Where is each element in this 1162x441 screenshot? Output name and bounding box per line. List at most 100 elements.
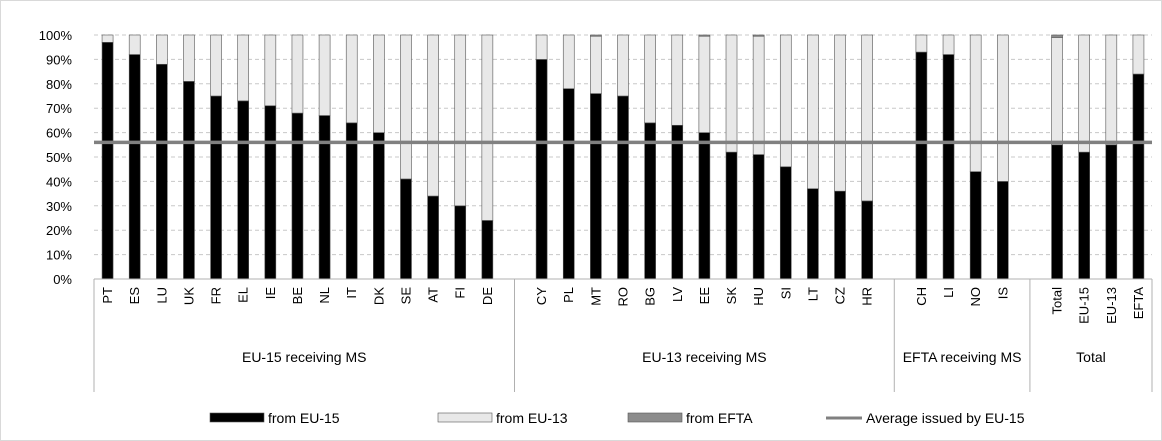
bar-segment <box>373 132 385 280</box>
bar-segment <box>183 34 195 82</box>
bar-segment <box>1051 34 1063 38</box>
bar-segment <box>156 34 168 65</box>
bar-segment <box>400 178 412 280</box>
bar-segment <box>128 54 141 280</box>
bar-segment <box>996 181 1009 280</box>
x-tick-label: EU-13 <box>1104 287 1119 324</box>
legend-swatch <box>627 412 683 423</box>
bar-segment <box>969 34 982 172</box>
legend-label: Average issued by EU-15 <box>866 410 1025 426</box>
bar-segment <box>400 34 412 180</box>
x-tick-label: NO <box>968 287 983 307</box>
bar-segment <box>1078 34 1090 153</box>
y-tick-label: 20% <box>46 223 72 238</box>
y-tick-label: 80% <box>46 77 72 92</box>
legend: from EU-15 from EU-13 from EFTA Average iss… <box>209 410 1025 426</box>
bar-segment <box>264 34 277 107</box>
x-tick-label: BE <box>290 287 305 305</box>
x-tick-label: PL <box>561 287 576 303</box>
bar-segment <box>698 35 711 133</box>
x-tick-label: FI <box>453 287 468 299</box>
y-tick-label: 0% <box>53 272 72 287</box>
x-tick-label: CH <box>914 287 929 306</box>
bar-segment <box>183 81 195 280</box>
bar-segment <box>318 115 331 280</box>
bar-segment <box>996 34 1009 182</box>
x-tick-label: CY <box>534 287 549 305</box>
bars <box>101 34 1145 280</box>
bar-segment <box>752 34 765 37</box>
bar-segment <box>1132 73 1145 280</box>
x-tick-label: EU-15 <box>1077 287 1092 324</box>
bar-segment <box>454 205 467 280</box>
bar-segment <box>1051 37 1063 146</box>
x-tick-label: DE <box>480 287 495 305</box>
bar-segment <box>644 34 656 124</box>
group-label: EFTA receiving MS <box>903 349 1022 365</box>
bar-segment <box>807 34 819 190</box>
bar-segment <box>1078 151 1090 280</box>
bar-segment <box>481 34 494 221</box>
bar-segment <box>345 122 358 280</box>
group-label: EU-15 receiving MS <box>242 349 367 365</box>
x-tick-label: FR <box>209 287 224 304</box>
bar-segment <box>128 34 141 55</box>
x-tick-label: IS <box>995 287 1010 300</box>
bar-segment <box>1105 34 1118 146</box>
x-tick-label: IT <box>344 287 359 299</box>
bar-segment <box>942 34 955 55</box>
x-tick-label: Total <box>1050 287 1065 315</box>
legend-label: from EFTA <box>686 410 753 426</box>
x-tick-label: LI <box>941 287 956 298</box>
x-tick-label: CZ <box>833 287 848 304</box>
bar-segment <box>617 95 629 280</box>
x-tick-label: LV <box>670 287 685 302</box>
bar-segment <box>834 34 846 192</box>
bar-segment <box>1105 144 1118 280</box>
legend-label: from EU-13 <box>496 410 568 426</box>
bar-segment <box>373 34 385 133</box>
bar-segment <box>291 34 304 114</box>
bar-segment <box>291 112 304 280</box>
bar-segment <box>1132 34 1145 75</box>
bar-segment <box>427 34 439 197</box>
legend-label: from EU-15 <box>268 410 340 426</box>
x-tick-label: PT <box>100 287 115 304</box>
group-label: Total <box>1076 349 1106 365</box>
x-tick-label: LU <box>154 287 169 304</box>
bar-segment <box>807 188 819 280</box>
bar-segment <box>779 166 792 280</box>
bar-segment <box>617 34 629 97</box>
bar-segment <box>861 34 873 202</box>
y-tick-label: 40% <box>46 174 72 189</box>
y-tick-label: 90% <box>46 52 72 67</box>
y-tick-label: 70% <box>46 101 72 116</box>
x-tick-label: DK <box>371 287 386 305</box>
bar-segment <box>942 54 955 280</box>
bar-segment <box>698 132 711 280</box>
bar-segment <box>752 35 765 155</box>
x-axis: PT ES LU UK FR EL IE BE NL IT DK SE AT FI DE CY PL MT RO BG… <box>93 278 1153 392</box>
bar-segment <box>210 95 222 280</box>
x-tick-label: EL <box>236 287 251 303</box>
bar-segment <box>752 154 765 280</box>
bar-segment <box>101 34 114 43</box>
bar-segment <box>101 42 114 280</box>
y-tick-label: 60% <box>46 126 72 141</box>
bar-segment <box>237 100 250 280</box>
x-tick-label: HR <box>860 287 875 306</box>
bar-segment <box>834 190 846 280</box>
x-tick-label: SE <box>398 287 413 305</box>
y-tick-label: 100% <box>39 28 73 43</box>
bar-segment <box>427 195 439 280</box>
bar-segment <box>725 151 738 280</box>
y-tick-label: 30% <box>46 199 72 214</box>
x-tick-label: RO <box>616 287 631 307</box>
y-tick-label: 10% <box>46 248 72 263</box>
legend-swatch <box>209 412 265 423</box>
bar-segment <box>969 171 982 280</box>
x-tick-label: SK <box>724 287 739 305</box>
bar-segment <box>698 34 711 37</box>
bar-segment <box>644 122 656 280</box>
